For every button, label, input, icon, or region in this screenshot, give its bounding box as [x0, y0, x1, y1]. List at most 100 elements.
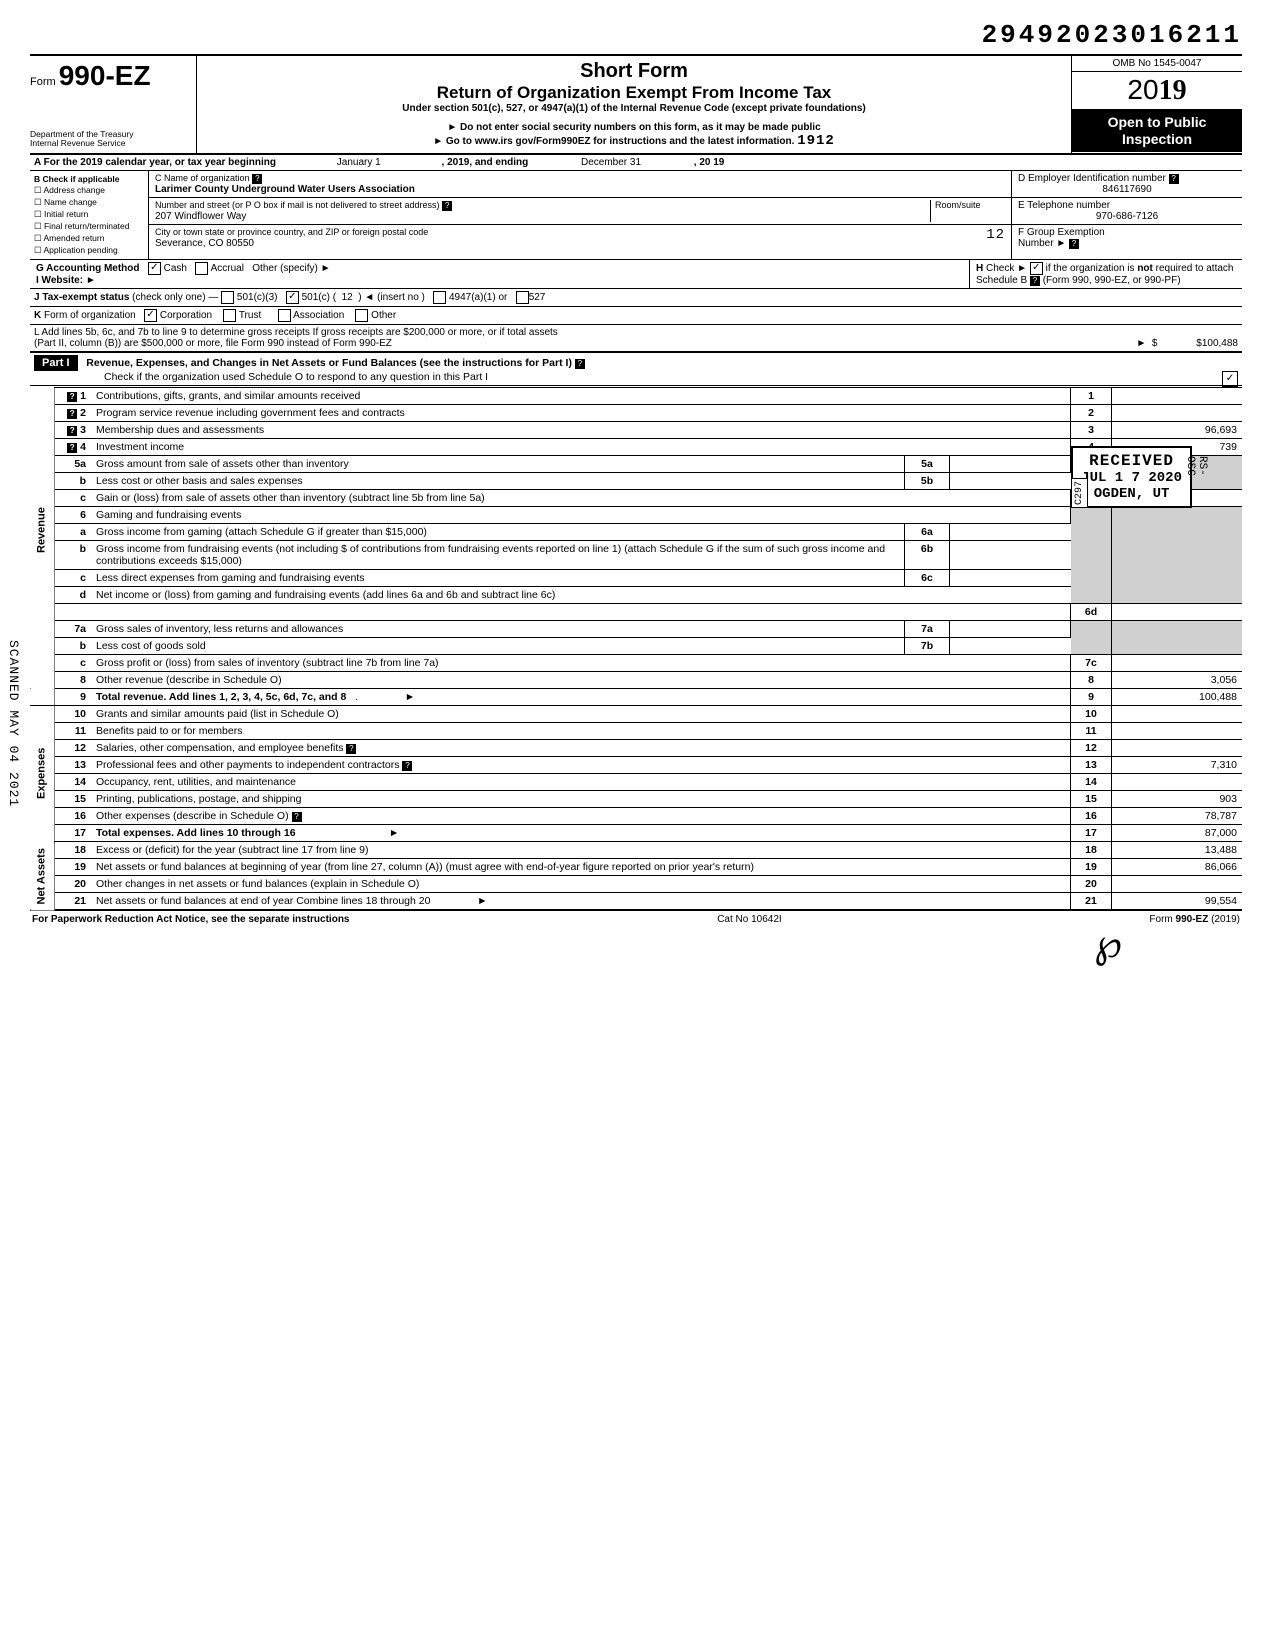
rv-14	[1112, 774, 1243, 791]
chk-corporation[interactable]	[144, 309, 157, 322]
ln-13: 13	[55, 757, 92, 774]
form-header: Form 990-EZ Department of the Treasury I…	[30, 54, 1242, 155]
form-label-box: Form 990-EZ Department of the Treasury I…	[30, 56, 197, 153]
chk-501c3[interactable]	[221, 291, 234, 304]
chk-527[interactable]	[516, 291, 529, 304]
desc-10: Grants and similar amounts paid (list in…	[91, 706, 1071, 723]
mn-6a: 6a	[905, 524, 950, 541]
desc-7c: Gross profit or (loss) from sales of inv…	[91, 655, 1071, 672]
row-l-text1: L Add lines 5b, 6c, and 7b to line 9 to …	[34, 327, 558, 338]
ge-label: F Group Exemption	[1018, 227, 1105, 238]
rv-17: 87,000	[1112, 825, 1243, 842]
desc-16: Other expenses (describe in Schedule O) …	[91, 808, 1071, 825]
col-de: D Employer Identification number ? 84611…	[1012, 171, 1242, 259]
omb-number: OMB No 1545-0047	[1072, 56, 1242, 72]
stamp-side: C297	[1071, 478, 1088, 508]
mn-5a: 5a	[905, 456, 950, 473]
shade	[1112, 621, 1243, 655]
part-1-label: Part I	[34, 355, 78, 371]
stamp-received: RECEIVED	[1081, 452, 1182, 470]
help-icon: ?	[292, 812, 302, 822]
chk-name-change[interactable]: Name change	[34, 197, 144, 208]
ln-6d: d	[55, 587, 92, 604]
mv-5b	[950, 473, 1071, 490]
help-icon: ?	[252, 174, 262, 184]
chk-schedule-o[interactable]: ✓	[1222, 371, 1238, 387]
ssn-warning: ► Do not enter social security numbers o…	[203, 122, 1065, 133]
form-number: Form 990-EZ	[30, 60, 190, 92]
mv-5a	[950, 456, 1071, 473]
chk-association[interactable]	[278, 309, 291, 322]
side-net-assets: Net Assets	[30, 842, 55, 911]
desc-6a: Gross income from gaming (attach Schedul…	[91, 524, 905, 541]
footer-left: For Paperwork Reduction Act Notice, see …	[32, 914, 350, 925]
stamp-location: OGDEN, UT	[1081, 486, 1182, 502]
other-label: Other (specify) ►	[252, 263, 330, 274]
ln-18: 18	[55, 842, 92, 859]
chk-4947[interactable]	[433, 291, 446, 304]
phone-label: E Telephone number	[1018, 200, 1110, 211]
row-j: J Tax-exempt status (check only one) — 5…	[30, 289, 1242, 307]
rn-3: 3	[1071, 422, 1112, 439]
shade	[1071, 621, 1112, 655]
rn-6d: 6d	[1071, 604, 1112, 621]
part-1-header: Part I Revenue, Expenses, and Changes in…	[30, 353, 1242, 386]
row-k: K Form of organization Corporation Trust…	[30, 307, 1242, 325]
chk-schedule-b[interactable]	[1030, 262, 1043, 275]
footer: For Paperwork Reduction Act Notice, see …	[30, 911, 1242, 928]
rv-19: 86,066	[1112, 859, 1243, 876]
chk-other-org[interactable]	[355, 309, 368, 322]
ln-10: 10	[55, 706, 92, 723]
ein-value: 846117690	[1018, 184, 1236, 195]
ln-3: 3	[80, 424, 86, 436]
open-public: Open to Public Inspection	[1072, 110, 1242, 152]
group-exemption-row: F Group Exemption Number ► ?	[1012, 225, 1242, 251]
rv-6d	[1112, 604, 1243, 621]
rv-16: 78,787	[1112, 808, 1243, 825]
mv-7a	[950, 621, 1071, 638]
ln-17: 17	[55, 825, 92, 842]
short-form-title: Short Form	[203, 60, 1065, 83]
chk-501c[interactable]	[286, 291, 299, 304]
chk-initial-return[interactable]: Initial return	[34, 209, 144, 220]
ln-5a: 5a	[55, 456, 92, 473]
desc-15: Printing, publications, postage, and shi…	[91, 791, 1071, 808]
chk-final-return[interactable]: Final return/terminated	[34, 221, 144, 232]
ln: ? 1	[55, 388, 92, 405]
chk-application-pending[interactable]: Application pending	[34, 245, 144, 256]
mv-6c	[950, 570, 1071, 587]
side-expenses: Expenses	[30, 706, 55, 842]
name-label: C Name of organization	[155, 173, 250, 183]
col-b: B Check if applicable Address change Nam…	[30, 171, 149, 259]
row-h: H Check ► if the organization is not req…	[969, 260, 1242, 288]
chk-cash[interactable]	[148, 262, 161, 275]
desc-3: Membership dues and assessments	[91, 422, 1071, 439]
rn-9: 9	[1071, 689, 1112, 706]
line-a-endmonth: December 31	[531, 157, 691, 168]
chk-accrual[interactable]	[195, 262, 208, 275]
rv-18: 13,488	[1112, 842, 1243, 859]
chk-trust[interactable]	[223, 309, 236, 322]
chk-amended-return[interactable]: Amended return	[34, 233, 144, 244]
mn-7a: 7a	[905, 621, 950, 638]
help-icon: ?	[575, 359, 585, 369]
desc-8: Other revenue (describe in Schedule O)	[91, 672, 1071, 689]
shade	[1112, 507, 1243, 604]
rn-1: 1	[1071, 388, 1112, 405]
desc-5a: Gross amount from sale of assets other t…	[91, 456, 905, 473]
line-a-pre: A For the 2019 calendar year, or tax yea…	[34, 157, 276, 168]
org-name-row: C Name of organization ? Larimer County …	[149, 171, 1011, 198]
desc-7a: Gross sales of inventory, less returns a…	[91, 621, 905, 638]
chk-address-change[interactable]: Address change	[34, 185, 144, 196]
desc-5b: Less cost or other basis and sales expen…	[91, 473, 905, 490]
org-name: Larimer County Underground Water Users A…	[155, 184, 415, 195]
desc-4: Investment income	[91, 439, 1071, 456]
dept-treasury: Department of the Treasury Internal Reve…	[30, 130, 190, 149]
desc-20: Other changes in net assets or fund bala…	[91, 876, 1071, 893]
ln-6b: b	[55, 541, 92, 570]
rn-14: 14	[1071, 774, 1112, 791]
city-state-zip: Severance, CO 80550	[155, 238, 254, 249]
form-num: 990-EZ	[59, 60, 151, 91]
desc-18: Excess or (deficit) for the year (subtra…	[91, 842, 1071, 859]
tax-year: 20201919	[1072, 72, 1242, 110]
